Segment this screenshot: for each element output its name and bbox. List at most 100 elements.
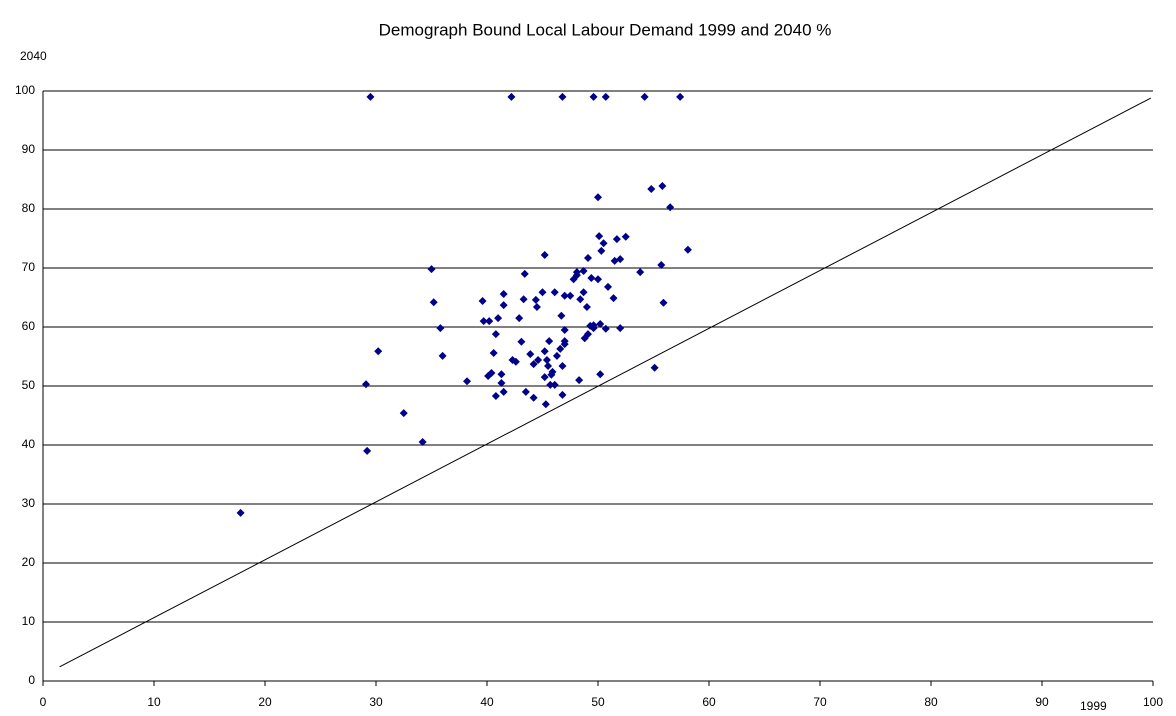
scatter-point bbox=[497, 370, 506, 379]
scatter-point bbox=[550, 380, 559, 389]
scatter-point bbox=[544, 361, 553, 370]
scatter-point bbox=[478, 297, 487, 306]
scatter-point bbox=[497, 379, 506, 388]
scatter-point bbox=[548, 367, 557, 376]
scatter-point bbox=[236, 508, 245, 517]
x-axis-label: 1999 bbox=[1080, 699, 1107, 713]
scatter-point bbox=[558, 92, 567, 101]
scatter-point bbox=[589, 92, 598, 101]
scatter-point bbox=[532, 302, 541, 311]
scatter-point bbox=[521, 387, 530, 396]
scatter-point bbox=[683, 245, 692, 254]
scatter-point bbox=[545, 337, 554, 346]
x-tick-label: 30 bbox=[369, 695, 383, 709]
y-tick-label: 40 bbox=[22, 437, 36, 451]
scatter-point bbox=[517, 337, 526, 346]
scatter-point bbox=[499, 301, 508, 310]
scatter-point bbox=[540, 347, 549, 356]
scatter-point bbox=[399, 409, 408, 418]
scatter-point bbox=[616, 255, 625, 264]
scatter-point bbox=[596, 320, 605, 329]
scatter-point bbox=[520, 269, 529, 278]
x-tick-label: 90 bbox=[1035, 695, 1049, 709]
scatter-point bbox=[550, 288, 559, 297]
scatter-point bbox=[366, 92, 375, 101]
scatter-point bbox=[596, 370, 605, 379]
scatter-point bbox=[616, 324, 625, 333]
y-axis-label: 2040 bbox=[20, 49, 47, 63]
scatter-point bbox=[609, 294, 618, 303]
scatter-point bbox=[436, 324, 445, 333]
scatter-point bbox=[666, 203, 675, 212]
scatter-point bbox=[507, 92, 516, 101]
scatter-point bbox=[429, 298, 438, 307]
scatter-point bbox=[374, 347, 383, 356]
scatter-point bbox=[526, 350, 535, 359]
y-tick-label: 80 bbox=[22, 201, 36, 215]
scatter-point bbox=[676, 92, 685, 101]
scatter-point bbox=[599, 239, 608, 248]
scatter-point bbox=[519, 295, 528, 304]
scatter-point bbox=[584, 330, 593, 339]
scatter-point bbox=[594, 275, 602, 284]
scatter-point bbox=[529, 360, 538, 369]
scatter-point bbox=[603, 282, 612, 291]
scatter-point bbox=[529, 393, 538, 402]
x-tick-label: 70 bbox=[813, 695, 827, 709]
scatter-point bbox=[576, 295, 585, 304]
scatter-point bbox=[572, 271, 581, 280]
scatter-point bbox=[556, 344, 565, 353]
scatter-point bbox=[418, 438, 427, 447]
scatter-point bbox=[557, 311, 566, 320]
scatter-point bbox=[566, 291, 575, 300]
scatter-point bbox=[499, 289, 508, 298]
scatter-point bbox=[579, 288, 588, 297]
y-tick-label: 0 bbox=[28, 673, 35, 687]
scatter-point bbox=[587, 274, 596, 283]
x-tick-label: 10 bbox=[147, 695, 161, 709]
scatter-point bbox=[494, 314, 503, 323]
x-tick-label: 60 bbox=[702, 695, 716, 709]
y-tick-label: 50 bbox=[22, 378, 36, 392]
scatter-point bbox=[491, 392, 500, 401]
scatter-point bbox=[601, 92, 610, 101]
scatter-point bbox=[558, 390, 567, 399]
scatter-point bbox=[499, 387, 508, 396]
chart-title: Demograph Bound Local Labour Demand 1999… bbox=[379, 20, 832, 39]
scatter-point bbox=[575, 376, 584, 385]
scatter-point bbox=[560, 291, 569, 300]
scatter-point bbox=[542, 356, 551, 365]
scatter-point bbox=[582, 302, 591, 311]
scatter-point bbox=[540, 373, 549, 382]
scatter-point bbox=[438, 351, 447, 360]
scatter-point bbox=[538, 288, 547, 297]
x-tick-label: 0 bbox=[40, 695, 47, 709]
x-tick-label: 100 bbox=[1143, 695, 1163, 709]
y-tick-label: 60 bbox=[22, 319, 36, 333]
scatter-point bbox=[657, 261, 666, 270]
scatter-point bbox=[640, 92, 649, 101]
scatter-point bbox=[597, 246, 606, 255]
reference-line bbox=[59, 97, 1152, 668]
scatter-point bbox=[487, 369, 496, 378]
x-tick-label: 40 bbox=[480, 695, 494, 709]
x-tick-label: 50 bbox=[591, 695, 605, 709]
scatter-point bbox=[647, 184, 656, 193]
scatter-point bbox=[594, 193, 602, 202]
scatter-point bbox=[650, 363, 659, 372]
scatter-point bbox=[595, 232, 604, 241]
scatter-point bbox=[558, 361, 567, 370]
y-tick-label: 30 bbox=[22, 496, 36, 510]
scatter-point bbox=[531, 295, 540, 304]
y-tick-label: 20 bbox=[22, 555, 36, 569]
scatter-point bbox=[363, 446, 372, 455]
scatter-point bbox=[560, 325, 569, 334]
scatter-point bbox=[463, 377, 472, 386]
y-tick-label: 10 bbox=[22, 614, 36, 628]
scatter-point bbox=[511, 357, 520, 366]
scatter-point bbox=[489, 348, 498, 357]
scatter-point bbox=[579, 266, 588, 275]
y-tick-label: 70 bbox=[22, 260, 36, 274]
scatter-point bbox=[552, 351, 561, 360]
